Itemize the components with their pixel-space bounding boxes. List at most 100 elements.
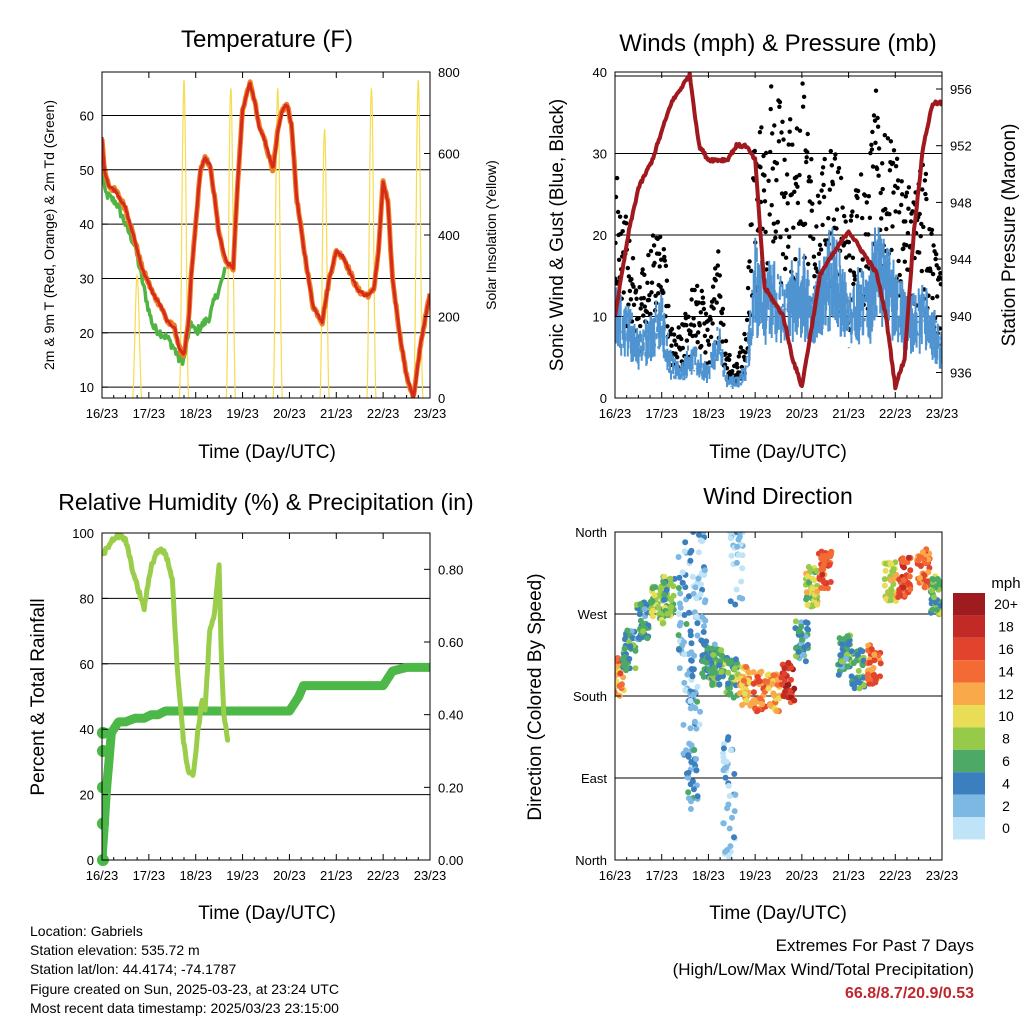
gust-point xyxy=(894,156,900,161)
gust-point xyxy=(939,276,942,281)
gust-point xyxy=(850,255,856,260)
gust-point xyxy=(848,268,853,273)
gust-point xyxy=(787,234,792,240)
direction-point xyxy=(854,651,861,658)
gust-point xyxy=(764,267,769,272)
direction-point xyxy=(726,854,733,860)
temperature-xtick-label: 17/23 xyxy=(133,406,166,421)
direction-point xyxy=(743,664,750,670)
gust-point xyxy=(708,334,714,340)
gust-point xyxy=(863,193,868,198)
gust-point xyxy=(816,251,822,256)
gust-point xyxy=(744,317,750,323)
direction-point xyxy=(870,672,877,679)
gust-point xyxy=(895,178,901,183)
direction-point xyxy=(723,764,730,771)
gust-point xyxy=(787,129,792,134)
direction-point xyxy=(883,596,890,602)
direction-point xyxy=(698,581,704,588)
humidity-y2tick-label: 0.20 xyxy=(438,780,463,795)
gust-point xyxy=(919,268,924,274)
direction-point xyxy=(750,689,757,696)
direction-point xyxy=(887,591,894,598)
direction-point xyxy=(701,623,707,630)
direction-point xyxy=(709,645,716,652)
direction-point xyxy=(701,599,708,606)
winds-xtick-label: 18/23 xyxy=(692,406,725,421)
direction-point xyxy=(758,668,765,675)
gust-point xyxy=(792,189,797,194)
direction-point xyxy=(848,648,855,655)
solar-day-curve xyxy=(272,88,283,398)
winds-y2tick-label: 940 xyxy=(950,309,972,324)
direction-point xyxy=(647,598,654,605)
direction-point xyxy=(741,690,748,697)
direction-point xyxy=(919,549,926,556)
direction-point xyxy=(809,575,816,582)
direction-point xyxy=(727,535,734,542)
direction-point xyxy=(724,847,731,853)
gust-point xyxy=(689,297,694,302)
direction-point xyxy=(739,702,746,708)
dewpoint-series xyxy=(102,141,227,366)
gust-point xyxy=(779,130,784,135)
gust-point xyxy=(797,172,802,178)
direction-point xyxy=(619,655,626,662)
direction-point xyxy=(656,592,663,599)
direction-point xyxy=(615,657,618,664)
direction-point xyxy=(722,774,729,781)
direction-point xyxy=(745,669,752,676)
direction-point xyxy=(691,704,698,711)
direction-title: Wind Direction xyxy=(703,483,853,509)
direction-point xyxy=(710,651,717,658)
temperature-ytick-label: 60 xyxy=(80,108,94,123)
direction-point xyxy=(769,680,776,687)
temperature-xlabel: Time (Day/UTC) xyxy=(198,442,336,463)
gust-point xyxy=(903,194,908,199)
extremes-box: Extremes For Past 7 Days (High/Low/Max W… xyxy=(673,934,974,1006)
gust-point xyxy=(782,266,788,272)
direction-point xyxy=(693,595,700,602)
direction-point xyxy=(615,664,618,671)
gust-point xyxy=(840,205,845,210)
direction-xtick-label: 16/23 xyxy=(599,868,632,883)
direction-point xyxy=(726,793,733,799)
sonic-wind-series xyxy=(615,227,942,389)
direction-point xyxy=(827,579,834,585)
gust-point xyxy=(759,125,764,130)
gust-point xyxy=(770,166,775,171)
gust-point xyxy=(745,285,751,291)
direction-point xyxy=(736,594,743,601)
gust-point xyxy=(624,221,629,226)
direction-point xyxy=(676,574,683,581)
direction-point xyxy=(839,641,846,648)
figure-created: Figure created on Sun, 2025-03-23, at 23… xyxy=(30,980,339,997)
station-elevation: Station elevation: 535.72 m xyxy=(30,942,200,959)
direction-point xyxy=(687,557,694,564)
direction-point xyxy=(868,646,875,653)
direction-point xyxy=(692,584,699,591)
direction-point xyxy=(682,539,689,546)
speed-colorbar: 20+ 18 16 14 12 10 8 6 4 2 0 xyxy=(953,593,1018,840)
gust-point xyxy=(703,350,708,355)
direction-point xyxy=(718,668,725,675)
direction-point xyxy=(788,664,795,671)
humidity-title: Relative Humidity (%) & Precipitation (i… xyxy=(58,489,473,515)
winds-xtick-label: 22/23 xyxy=(879,406,912,421)
direction-point xyxy=(689,778,696,785)
colorbar-label: 20+ xyxy=(994,596,1018,612)
gust-point xyxy=(650,233,656,238)
gust-point xyxy=(758,165,763,170)
gust-point xyxy=(783,255,789,260)
direction-point xyxy=(727,532,734,535)
gust-point xyxy=(615,240,618,246)
gust-point xyxy=(665,324,670,329)
direction-point xyxy=(931,594,937,601)
direction-point xyxy=(733,586,740,593)
gust-point xyxy=(766,178,771,183)
gust-point xyxy=(847,253,852,258)
direction-point xyxy=(687,806,694,812)
gust-point xyxy=(696,330,701,335)
winds-ylabel-left: Sonic Wind & Gust (Blue, Black) xyxy=(547,99,568,371)
gust-point xyxy=(776,139,782,144)
